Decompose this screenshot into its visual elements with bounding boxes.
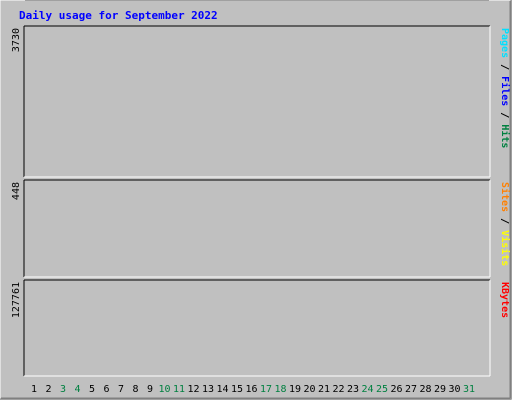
legend-part: / [499, 212, 510, 230]
panels-layer: 3730 Pages / Files / Hits 448 Sites / Visit… [11, 0, 511, 377]
x-tick-label: 16 [245, 384, 257, 395]
x-tick-label: 27 [405, 384, 417, 395]
x-tick-label: 13 [202, 384, 214, 395]
x-tick-label: 30 [448, 384, 460, 395]
x-tick-label: 8 [132, 384, 138, 395]
panel-area [24, 180, 490, 277]
panel-area [24, 280, 490, 376]
x-tick-label: 29 [434, 384, 446, 395]
x-tick-label: 21 [318, 384, 330, 395]
y-max-label: 3730 [11, 28, 22, 52]
x-tick-label: 12 [187, 384, 199, 395]
x-tick-label: 25 [376, 384, 388, 395]
x-tick-label: 17 [260, 384, 272, 395]
x-tick-label: 6 [103, 384, 109, 395]
x-tick-label: 9 [147, 384, 153, 395]
legend-part: Visits [499, 230, 511, 266]
legend-part: / [499, 106, 510, 124]
y-max-label: 448 [11, 182, 22, 200]
x-tick-label: 2 [45, 384, 51, 395]
series-legend-label: KBytes [499, 282, 510, 318]
x-tick-label: 24 [361, 384, 373, 395]
x-tick-label: 20 [303, 384, 315, 395]
panel-visits-sites: 448 Sites / Visits [11, 0, 511, 278]
x-tick-label: 5 [89, 384, 95, 395]
x-tick-label: 14 [216, 384, 228, 395]
x-tick-label: 22 [332, 384, 344, 395]
x-tick-label: 15 [231, 384, 243, 395]
x-axis-labels: 1 2 3 4 5 6 7 8 9 10 11 12 13 14 15 16 17 18 19 20 21 22 23 24 2… [31, 384, 475, 395]
x-tick-label: 18 [274, 384, 286, 395]
x-tick-label: 28 [419, 384, 431, 395]
series-legend-label: Pages / Files / Hits [499, 28, 511, 148]
x-tick-label: 7 [118, 384, 124, 395]
x-tick-label: 10 [158, 384, 170, 395]
panel-area [24, 26, 490, 177]
x-tick-label: 1 [31, 384, 37, 395]
legend-part: Files [499, 76, 511, 106]
x-tick-label: 11 [173, 384, 185, 395]
y-max-label: 127761 [11, 282, 22, 318]
x-tick-label: 19 [289, 384, 301, 395]
x-tick-label: 26 [390, 384, 402, 395]
legend-part: Hits [499, 124, 511, 148]
panel-hits-files-pages: 3730 Pages / Files / Hits [11, 0, 511, 178]
panel-kbytes: 127761 KBytes [11, 0, 510, 377]
x-tick-label: 4 [74, 384, 80, 395]
legend-part: Pages [499, 28, 510, 58]
x-tick-label: 23 [347, 384, 359, 395]
legend-part: KBytes [499, 282, 510, 318]
x-tick-label: 31 [463, 384, 475, 395]
series-legend-label: Sites / Visits [499, 182, 511, 266]
x-tick-label: 3 [60, 384, 66, 395]
legend-part: / [499, 58, 510, 76]
chart-title: Daily usage for September 2022 [19, 9, 218, 22]
legend-part: Sites [499, 182, 511, 212]
